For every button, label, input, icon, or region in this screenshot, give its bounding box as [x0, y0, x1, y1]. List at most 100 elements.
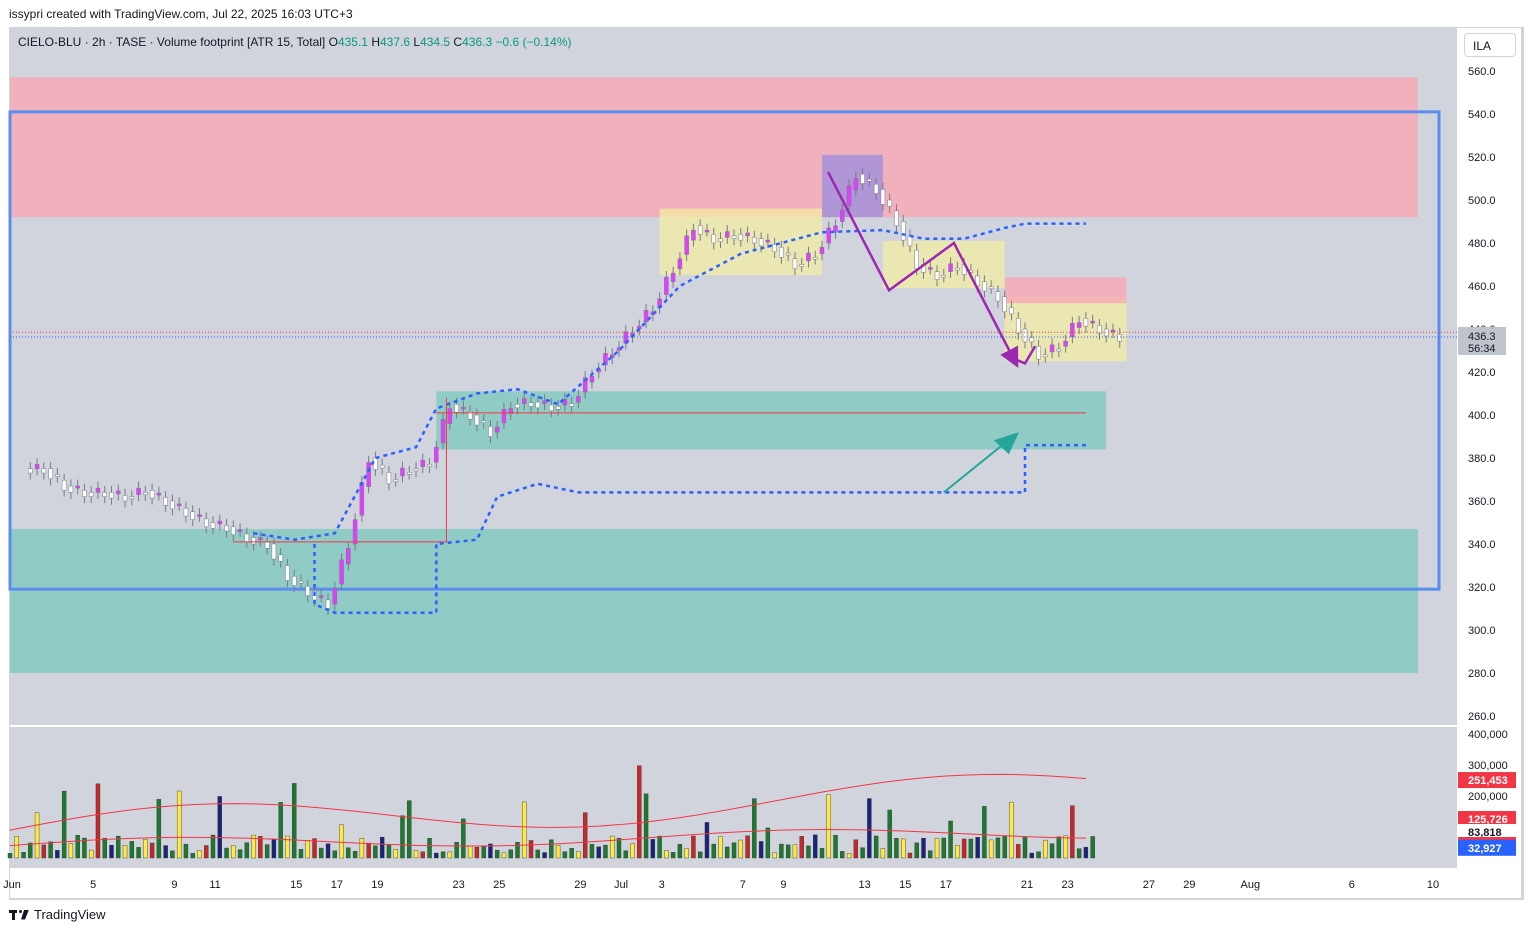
candle[interactable]	[711, 234, 716, 244]
candle[interactable]	[122, 495, 128, 502]
candle[interactable]	[718, 238, 723, 242]
candle[interactable]	[995, 291, 1001, 302]
candle[interactable]	[176, 503, 182, 507]
candle[interactable]	[501, 409, 507, 424]
candle[interactable]	[454, 404, 459, 413]
candle[interactable]	[231, 526, 236, 535]
candle[interactable]	[792, 258, 798, 270]
candle[interactable]	[1049, 344, 1055, 353]
candle[interactable]	[129, 496, 135, 500]
tradingview-brand[interactable]: TradingView	[9, 907, 106, 922]
price-axis[interactable]	[1457, 28, 1521, 868]
candle[interactable]	[860, 173, 865, 184]
candle[interactable]	[880, 189, 886, 205]
candle[interactable]	[772, 244, 777, 252]
candle[interactable]	[515, 404, 520, 409]
zigzag-projection[interactable]	[826, 171, 1019, 368]
candle[interactable]	[867, 178, 872, 182]
candle[interactable]	[941, 275, 947, 278]
candle[interactable]	[170, 500, 175, 510]
candle[interactable]	[664, 277, 669, 295]
candle[interactable]	[461, 406, 466, 410]
candle[interactable]	[643, 310, 649, 323]
candle[interactable]	[745, 232, 750, 237]
candle[interactable]	[873, 183, 879, 194]
candle[interactable]	[1022, 328, 1028, 343]
currency-button[interactable]: ILA	[1464, 33, 1516, 57]
candle[interactable]	[725, 231, 730, 238]
candle[interactable]	[806, 252, 811, 262]
candle[interactable]	[61, 479, 67, 491]
candle[interactable]	[55, 474, 60, 477]
candle[interactable]	[785, 252, 791, 256]
candle[interactable]	[528, 402, 534, 407]
candle[interactable]	[339, 559, 344, 585]
candle[interactable]	[562, 398, 568, 406]
candle[interactable]	[1029, 337, 1035, 343]
candle[interactable]	[494, 426, 500, 433]
candle[interactable]	[799, 264, 804, 267]
candle[interactable]	[914, 249, 919, 270]
candle[interactable]	[237, 529, 243, 532]
candle[interactable]	[603, 353, 608, 366]
candle[interactable]	[427, 464, 432, 467]
candle[interactable]	[413, 468, 419, 472]
supply-zone-0[interactable]	[10, 77, 1418, 218]
candle[interactable]	[271, 543, 277, 560]
candle[interactable]	[291, 576, 297, 586]
candle[interactable]	[305, 586, 310, 596]
candle[interactable]	[379, 464, 385, 469]
candle[interactable]	[109, 492, 114, 499]
candle[interactable]	[28, 468, 33, 474]
candle[interactable]	[298, 581, 304, 584]
candle[interactable]	[569, 403, 574, 407]
candle[interactable]	[346, 548, 351, 565]
candle[interactable]	[352, 519, 358, 545]
candle[interactable]	[576, 396, 581, 403]
candle[interactable]	[948, 263, 953, 272]
candle[interactable]	[508, 408, 513, 414]
candle[interactable]	[224, 525, 229, 532]
candle[interactable]	[258, 537, 263, 540]
candle[interactable]	[474, 414, 480, 426]
candle[interactable]	[535, 401, 541, 409]
candle[interactable]	[582, 377, 588, 393]
candle[interactable]	[752, 237, 757, 244]
candle[interactable]	[41, 468, 47, 474]
candle[interactable]	[95, 487, 101, 493]
candle[interactable]	[251, 537, 256, 545]
candle[interactable]	[542, 400, 547, 404]
candle[interactable]	[393, 479, 398, 482]
candle[interactable]	[555, 406, 561, 410]
candle[interactable]	[812, 257, 818, 260]
candle[interactable]	[359, 482, 365, 516]
candle[interactable]	[319, 595, 324, 598]
candle[interactable]	[833, 225, 838, 233]
candle[interactable]	[758, 238, 764, 247]
candle[interactable]	[846, 185, 852, 206]
candle[interactable]	[88, 492, 94, 497]
candle[interactable]	[203, 518, 209, 528]
candle[interactable]	[217, 520, 223, 525]
candle[interactable]	[975, 275, 980, 287]
candle[interactable]	[677, 258, 683, 270]
candle[interactable]	[738, 234, 744, 241]
candle[interactable]	[488, 426, 493, 437]
candle[interactable]	[386, 472, 392, 485]
candle[interactable]	[779, 247, 784, 258]
candle[interactable]	[325, 599, 331, 609]
target-arrow-shaft[interactable]	[943, 437, 1012, 494]
candle[interactable]	[955, 267, 960, 271]
candle[interactable]	[1036, 345, 1041, 360]
candle[interactable]	[440, 419, 446, 444]
candle[interactable]	[826, 227, 832, 244]
purple-zone-4[interactable]	[822, 154, 883, 218]
time-axis[interactable]	[10, 868, 1521, 898]
candle[interactable]	[400, 467, 405, 477]
candle[interactable]	[163, 497, 168, 506]
candle[interactable]	[116, 490, 121, 495]
candle[interactable]	[434, 447, 439, 463]
candle[interactable]	[982, 281, 987, 292]
candle[interactable]	[731, 235, 737, 239]
